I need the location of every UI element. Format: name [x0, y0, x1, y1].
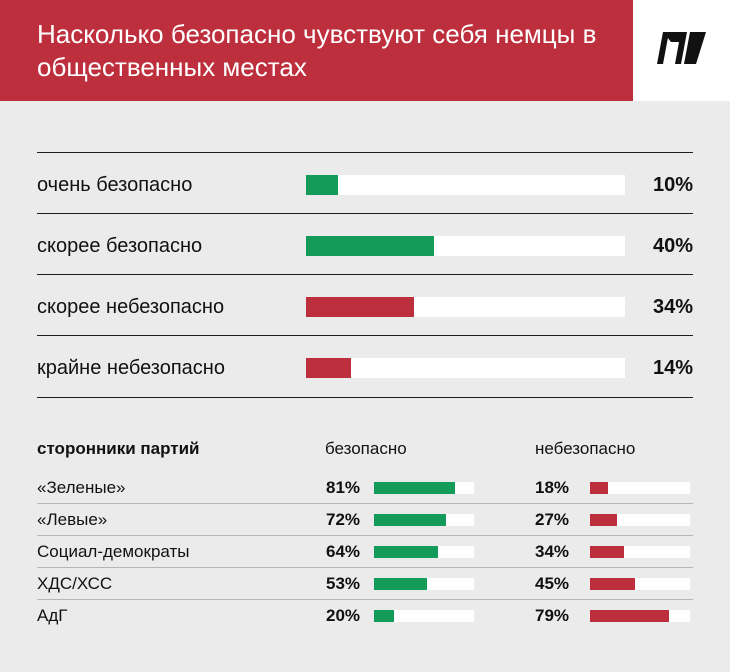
party-name: АдГ	[37, 606, 68, 625]
bar-track	[590, 546, 690, 558]
bar-track	[590, 610, 690, 622]
unsafe-bar	[590, 482, 608, 494]
bar-track	[374, 482, 474, 494]
party-row: АдГ 20% 79%	[37, 600, 693, 631]
bar-track	[306, 236, 625, 256]
unsafe-value-label: 79%	[535, 606, 570, 625]
party-row: ХДС/ХСС 53% 45%	[37, 568, 693, 600]
unsafe-bar	[590, 610, 669, 622]
chart-row: скорее безопасно 40%	[37, 213, 693, 274]
safe-value-label: 81%	[326, 478, 361, 497]
chart-row: скорее небезопасно 34%	[37, 274, 693, 335]
bar	[306, 175, 338, 195]
safe-bar	[374, 482, 455, 494]
unsafe-value-label: 18%	[535, 478, 570, 497]
chart-title: Насколько безопасно чувствуют себя немцы…	[37, 19, 597, 82]
bar-track	[590, 482, 690, 494]
data-label: 34%	[652, 296, 693, 318]
unsafe-value-label: 34%	[535, 542, 570, 561]
bar	[306, 358, 351, 378]
unsafe-column-header: небезопасно	[535, 439, 636, 458]
category-label: скорее небезопасно	[37, 296, 225, 318]
category-label: очень безопасно	[37, 174, 193, 196]
party-row: Социал-демократы 64% 34%	[37, 536, 693, 568]
logo-box	[633, 0, 730, 101]
unsafe-value-label: 45%	[535, 574, 570, 593]
safe-bar	[374, 578, 427, 590]
bar-track	[374, 610, 474, 622]
safe-bar	[374, 610, 394, 622]
bar-track	[306, 358, 625, 378]
category-label: крайне небезопасно	[37, 357, 225, 379]
data-label: 40%	[652, 235, 693, 257]
bar	[306, 236, 434, 256]
unsafe-bar	[590, 546, 624, 558]
main-bar-chart: очень безопасно 10% скорее безопасно 40% ско…	[37, 152, 693, 398]
unsafe-value-label: 27%	[535, 510, 570, 529]
unsafe-bar	[590, 578, 635, 590]
chart-row: крайне небезопасно 14%	[37, 335, 693, 398]
bar-track	[590, 514, 690, 526]
party-bar-table: «Зеленые» 81% 18% «Левые» 72% 27% Социал-демок…	[37, 472, 693, 631]
brand-logo-icon	[657, 32, 706, 64]
safe-value-label: 20%	[326, 606, 361, 625]
safe-value-label: 53%	[326, 574, 361, 593]
party-name: «Зеленые»	[37, 478, 126, 497]
bar-track	[374, 514, 474, 526]
bar-track	[306, 297, 625, 317]
party-name: Социал-демократы	[37, 542, 190, 561]
party-row: «Левые» 72% 27%	[37, 504, 693, 536]
safe-bar	[374, 546, 438, 558]
chart-row: очень безопасно 10%	[37, 152, 693, 213]
party-name: ХДС/ХСС	[37, 574, 113, 593]
bar-track	[374, 546, 474, 558]
unsafe-bar	[590, 514, 617, 526]
data-label: 10%	[652, 174, 693, 196]
safe-column-header: безопасно	[325, 439, 407, 458]
safe-value-label: 64%	[326, 542, 361, 561]
header-banner: Насколько безопасно чувствуют себя немцы…	[0, 0, 633, 101]
category-label: скорее безопасно	[37, 235, 203, 257]
safe-bar	[374, 514, 446, 526]
bar	[306, 297, 415, 317]
party-name: «Левые»	[37, 510, 108, 529]
party-header-label: сторонники партий	[37, 439, 200, 458]
bar-track	[306, 175, 625, 195]
bar-track	[374, 578, 474, 590]
data-label: 14%	[652, 357, 693, 379]
bar-track	[590, 578, 690, 590]
party-row: «Зеленые» 81% 18%	[37, 472, 693, 504]
safe-value-label: 72%	[326, 510, 361, 529]
